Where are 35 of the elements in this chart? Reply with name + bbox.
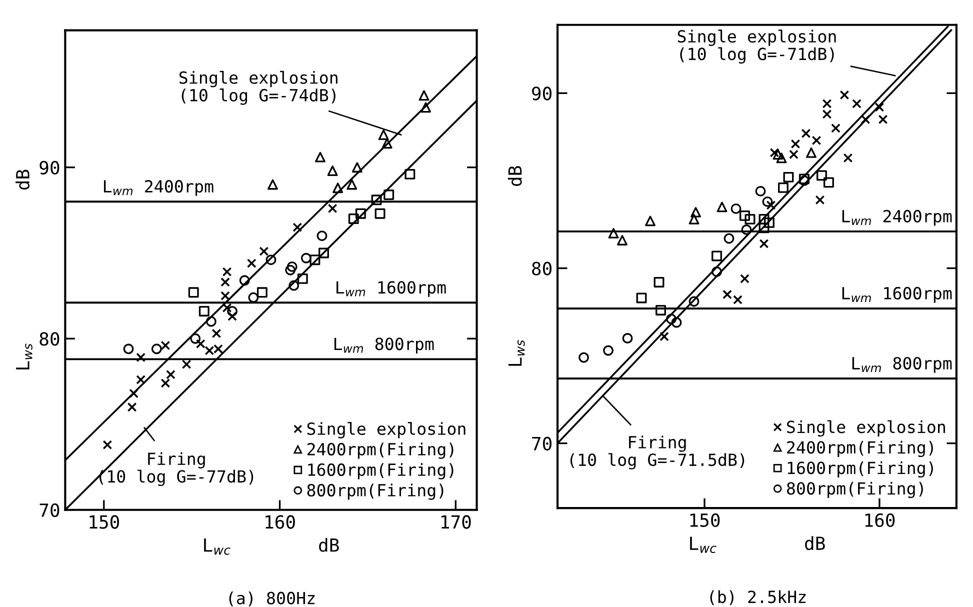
ref-line-label: L$_{wm}$ 1600rpm	[842, 286, 952, 303]
legend-label: Single explosion	[787, 420, 945, 437]
x-tick-label: 170	[442, 515, 471, 529]
legend-label: Single explosion	[307, 422, 466, 438]
legend-label: 1600rpm(Firing)	[788, 461, 933, 478]
annotation: Firing (10 log G=-77dB)	[100, 452, 254, 486]
text: L$_{ws}$ dB	[16, 170, 32, 370]
legend-label: 1600rpm(Firing)	[308, 463, 454, 480]
legend-label: 2400rpm(Firing)	[307, 442, 454, 459]
x-tick-label: 150	[690, 513, 720, 527]
text: L$_{ws}$ dB	[508, 166, 525, 366]
y-tick-label: 80	[40, 332, 60, 346]
x-tick-label: 150	[90, 515, 120, 529]
text: (a) 800Hz	[229, 592, 315, 606]
y-tick-label: 90	[40, 160, 60, 175]
text: (b) 2.5kHz	[710, 590, 806, 606]
ref-line-label: L$_{wm}$ 800rpm	[334, 338, 434, 354]
y-tick-label: 70	[532, 436, 552, 450]
legend-label: 800rpm(Firing)	[786, 482, 923, 498]
annotation: Single explosion (10 log G=-71dB)	[678, 30, 836, 64]
y-tick-label: 90	[532, 86, 552, 100]
ref-line-label: L$_{wm}$ 800rpm	[852, 356, 952, 373]
annotation: Firing (10 log G=-71.5dB)	[570, 436, 744, 470]
ref-line-label: L$_{wm}$ 1600rpm	[336, 281, 446, 297]
x-tick-label: 160	[865, 513, 895, 527]
ref-line-label: L$_{wm}$ 2400rpm	[104, 180, 214, 196]
y-tick-label: 80	[532, 262, 552, 276]
text: L$_{wc}$ dB	[204, 538, 339, 555]
x-tick-label: 160	[266, 515, 295, 529]
y-tick-label: 70	[40, 503, 60, 518]
legend-label: 2400rpm(Firing)	[787, 440, 933, 458]
text: L$_{wc}$ dB	[690, 536, 825, 553]
ref-line-label: L$_{wm}$ 2400rpm	[842, 210, 952, 226]
legend-label: 800rpm(Firing)	[307, 484, 444, 500]
annotation: Single explosion (10 log G=-74dB)	[179, 70, 338, 105]
